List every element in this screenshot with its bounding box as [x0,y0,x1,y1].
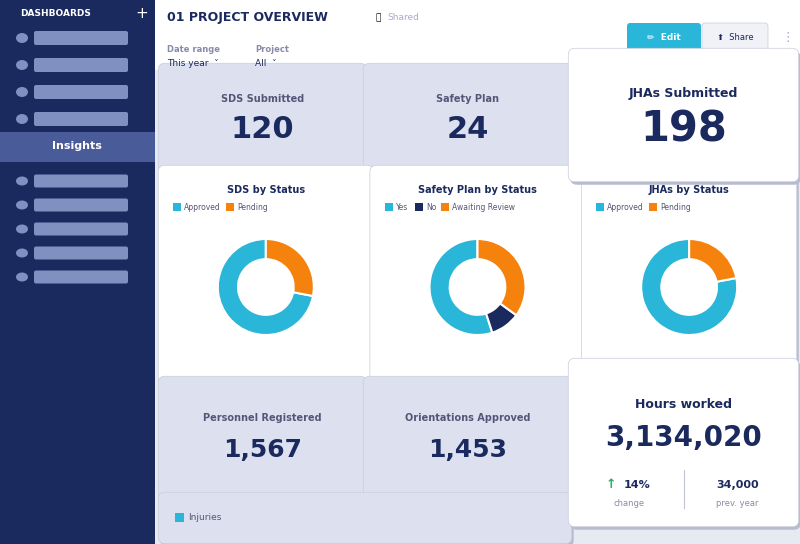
Bar [385,203,393,211]
Text: 34,000: 34,000 [717,480,759,490]
Text: Pending: Pending [237,202,268,212]
FancyBboxPatch shape [702,23,768,53]
FancyBboxPatch shape [582,165,797,384]
FancyBboxPatch shape [583,168,798,387]
FancyBboxPatch shape [158,165,374,384]
FancyBboxPatch shape [363,63,572,172]
Text: Approved: Approved [607,202,644,212]
Text: 24: 24 [446,115,489,144]
FancyBboxPatch shape [34,199,128,212]
Text: 3,134,020: 3,134,020 [605,423,762,452]
Text: No: No [426,202,437,212]
Ellipse shape [16,249,28,257]
Text: Hours worked: Hours worked [635,398,732,411]
FancyBboxPatch shape [363,376,572,500]
Text: This year  ˅: This year ˅ [167,59,218,67]
Bar [155,0,800,70]
Text: DASHBOARDS: DASHBOARDS [20,9,91,18]
Text: SDS by Status: SDS by Status [226,185,305,195]
Text: SDS Submitted: SDS Submitted [221,95,304,104]
Ellipse shape [16,225,28,233]
FancyBboxPatch shape [34,58,128,72]
Wedge shape [266,239,314,296]
FancyBboxPatch shape [34,175,128,188]
Text: 198: 198 [640,109,727,151]
Text: Safety Plan: Safety Plan [436,95,499,104]
Text: Yes: Yes [396,202,408,212]
FancyBboxPatch shape [34,222,128,236]
FancyBboxPatch shape [160,168,375,387]
Text: +: + [136,7,148,22]
Text: 120: 120 [230,115,294,144]
Text: 14%: 14% [624,480,650,490]
Text: change: change [614,499,645,509]
FancyBboxPatch shape [370,165,585,384]
Text: Orientations Approved: Orientations Approved [405,413,530,423]
FancyBboxPatch shape [372,168,587,387]
Text: Personnel Registered: Personnel Registered [203,413,322,423]
Bar [0,132,155,162]
Text: prev. year: prev. year [717,499,759,509]
Bar [173,203,181,211]
Text: Insights: Insights [52,141,102,151]
Ellipse shape [16,114,28,124]
FancyBboxPatch shape [570,361,800,530]
Ellipse shape [16,33,28,43]
Wedge shape [218,239,313,335]
Bar [175,513,184,522]
Text: All  ˅: All ˅ [255,59,277,67]
Text: 1,453: 1,453 [428,438,507,462]
Bar [596,203,604,211]
Text: Safety Plan by Status: Safety Plan by Status [418,185,537,195]
FancyBboxPatch shape [34,85,128,99]
Bar [650,203,658,211]
FancyBboxPatch shape [158,492,572,544]
Wedge shape [641,239,737,335]
Text: ↑: ↑ [606,479,617,491]
Bar [441,203,449,211]
Text: 01 PROJECT OVERVIEW: 01 PROJECT OVERVIEW [167,11,328,24]
Ellipse shape [16,201,28,209]
FancyBboxPatch shape [34,31,128,45]
Text: JHAs Submitted: JHAs Submitted [629,86,738,100]
Text: Approved: Approved [184,202,221,212]
Ellipse shape [16,87,28,97]
Text: 👥: 👥 [375,14,380,22]
Bar [226,203,234,211]
FancyBboxPatch shape [160,379,369,503]
Text: Awaiting Review: Awaiting Review [452,202,515,212]
Wedge shape [689,239,736,282]
Wedge shape [430,239,492,335]
FancyBboxPatch shape [34,112,128,126]
Wedge shape [486,304,516,332]
FancyBboxPatch shape [160,66,369,175]
Wedge shape [478,239,526,315]
Text: ⬆  Share: ⬆ Share [717,34,754,42]
Text: ✏  Edit: ✏ Edit [647,34,681,42]
FancyBboxPatch shape [568,358,798,527]
Ellipse shape [16,176,28,186]
FancyBboxPatch shape [627,23,701,53]
Text: Date range: Date range [167,46,220,54]
Ellipse shape [16,60,28,70]
Text: Pending: Pending [660,202,691,212]
Text: 1,567: 1,567 [223,438,302,462]
Text: Injuries: Injuries [188,513,222,522]
FancyBboxPatch shape [366,66,574,175]
FancyBboxPatch shape [34,246,128,259]
Text: Project: Project [255,46,289,54]
Text: JHAs by Status: JHAs by Status [649,185,730,195]
FancyBboxPatch shape [158,63,366,172]
FancyBboxPatch shape [34,270,128,283]
Ellipse shape [16,273,28,281]
FancyBboxPatch shape [570,51,800,185]
FancyBboxPatch shape [160,495,574,544]
FancyBboxPatch shape [158,376,366,500]
Text: ⋮: ⋮ [782,32,794,45]
Text: Shared: Shared [387,14,419,22]
FancyBboxPatch shape [568,48,798,182]
FancyBboxPatch shape [366,379,574,503]
Bar [415,203,423,211]
